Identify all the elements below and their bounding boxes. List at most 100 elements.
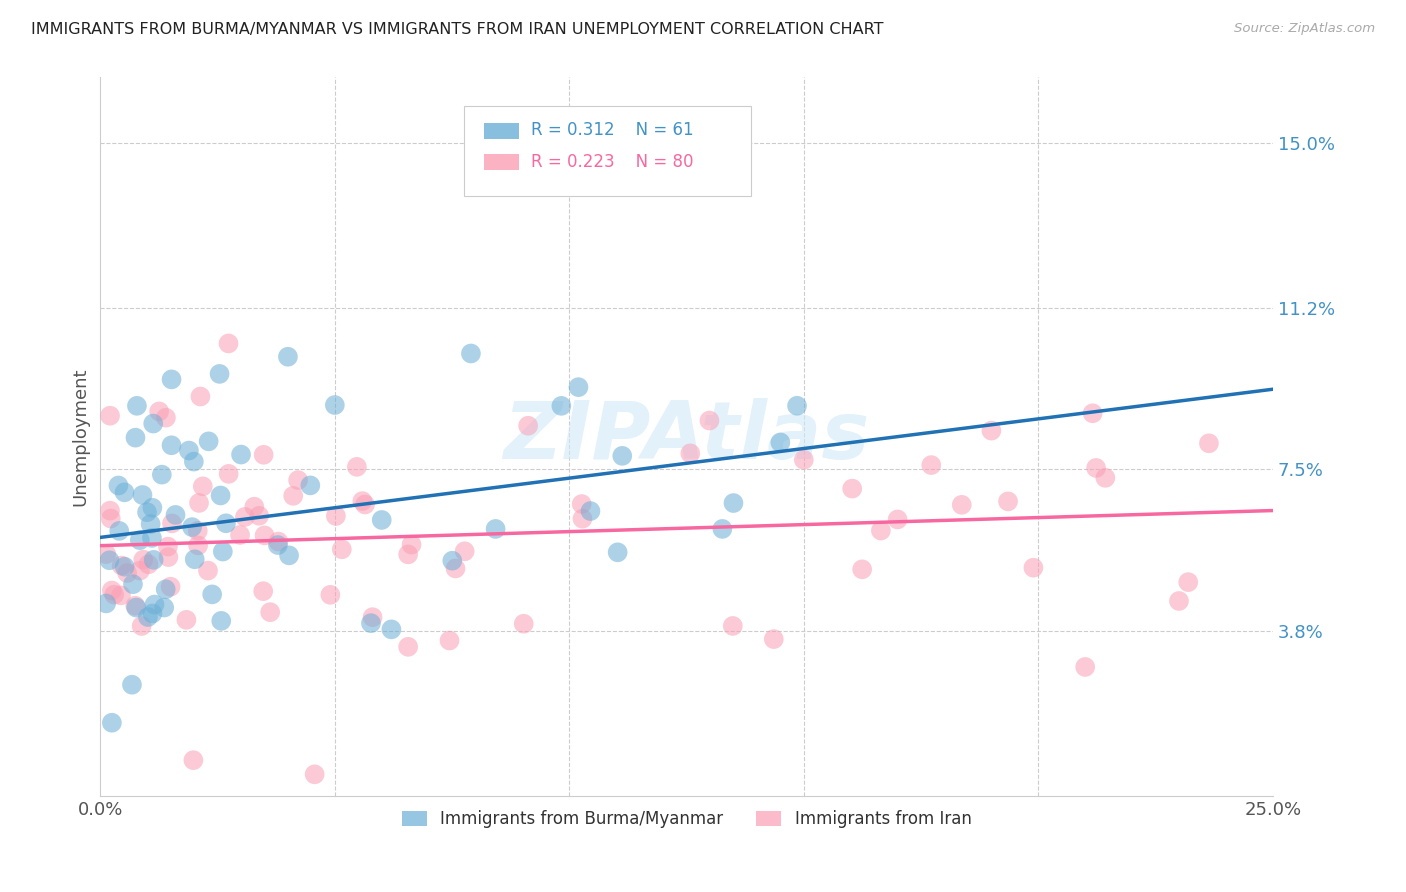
- Point: [124, 599, 146, 613]
- Point: [679, 446, 702, 460]
- Point: [110, 588, 132, 602]
- Point: [460, 346, 482, 360]
- Point: [187, 524, 209, 538]
- Point: [218, 467, 240, 481]
- Point: [165, 508, 187, 522]
- Point: [579, 504, 602, 518]
- Point: [160, 438, 183, 452]
- Point: [1177, 575, 1199, 590]
- Point: [762, 632, 785, 646]
- Point: [101, 715, 124, 730]
- Point: [197, 564, 219, 578]
- Point: [330, 542, 353, 557]
- Point: [94, 596, 117, 610]
- Point: [319, 588, 342, 602]
- Point: [129, 564, 152, 578]
- Point: [132, 552, 155, 566]
- Point: [1198, 436, 1220, 450]
- Bar: [484, 123, 519, 138]
- Point: [159, 580, 181, 594]
- Text: ZIPAtlas: ZIPAtlas: [503, 398, 870, 475]
- Point: [197, 434, 219, 449]
- Text: R = 0.312    N = 61: R = 0.312 N = 61: [530, 121, 693, 139]
- Point: [571, 497, 593, 511]
- Point: [114, 485, 136, 500]
- Point: [96, 547, 118, 561]
- Point: [287, 473, 309, 487]
- Point: [131, 619, 153, 633]
- Point: [323, 398, 346, 412]
- Point: [299, 478, 322, 492]
- Point: [160, 516, 183, 531]
- Point: [571, 511, 593, 525]
- Point: [252, 584, 274, 599]
- Point: [484, 522, 506, 536]
- Point: [114, 559, 136, 574]
- Point: [187, 538, 209, 552]
- Point: [550, 399, 572, 413]
- Point: [157, 549, 180, 564]
- Point: [150, 467, 173, 482]
- Point: [453, 544, 475, 558]
- Point: [517, 418, 540, 433]
- Point: [176, 613, 198, 627]
- Point: [103, 588, 125, 602]
- Point: [950, 498, 973, 512]
- Point: [136, 610, 159, 624]
- Point: [396, 547, 419, 561]
- Point: [111, 558, 134, 573]
- Point: [277, 350, 299, 364]
- Point: [209, 614, 232, 628]
- Point: [211, 544, 233, 558]
- Point: [371, 513, 394, 527]
- Point: [793, 452, 815, 467]
- Point: [920, 458, 942, 472]
- Point: [886, 512, 908, 526]
- Point: [107, 478, 129, 492]
- Point: [360, 616, 382, 631]
- Point: [396, 640, 419, 654]
- Point: [131, 488, 153, 502]
- Point: [513, 616, 536, 631]
- Point: [183, 552, 205, 566]
- Point: [124, 431, 146, 445]
- Point: [218, 336, 240, 351]
- Point: [208, 367, 231, 381]
- Point: [201, 587, 224, 601]
- Bar: [484, 154, 519, 170]
- Point: [711, 522, 734, 536]
- Point: [141, 607, 163, 621]
- Point: [278, 549, 301, 563]
- Point: [156, 540, 179, 554]
- Point: [100, 511, 122, 525]
- Point: [108, 524, 131, 538]
- Point: [121, 678, 143, 692]
- Point: [139, 516, 162, 531]
- Point: [253, 448, 276, 462]
- Point: [183, 454, 205, 468]
- Point: [997, 494, 1019, 508]
- Point: [177, 443, 200, 458]
- Point: [1074, 660, 1097, 674]
- Point: [160, 372, 183, 386]
- Point: [851, 562, 873, 576]
- Point: [209, 488, 232, 502]
- Point: [190, 390, 212, 404]
- Legend: Immigrants from Burma/Myanmar, Immigrants from Iran: Immigrants from Burma/Myanmar, Immigrant…: [395, 803, 979, 835]
- Point: [304, 767, 326, 781]
- Point: [141, 500, 163, 515]
- Point: [142, 417, 165, 431]
- Point: [191, 479, 214, 493]
- Point: [247, 508, 270, 523]
- Point: [1094, 471, 1116, 485]
- Point: [444, 561, 467, 575]
- Point: [325, 508, 347, 523]
- Point: [267, 538, 290, 552]
- Point: [439, 633, 461, 648]
- Point: [215, 516, 238, 531]
- Point: [98, 409, 121, 423]
- Point: [1022, 560, 1045, 574]
- Point: [346, 459, 368, 474]
- Point: [243, 500, 266, 514]
- Point: [101, 583, 124, 598]
